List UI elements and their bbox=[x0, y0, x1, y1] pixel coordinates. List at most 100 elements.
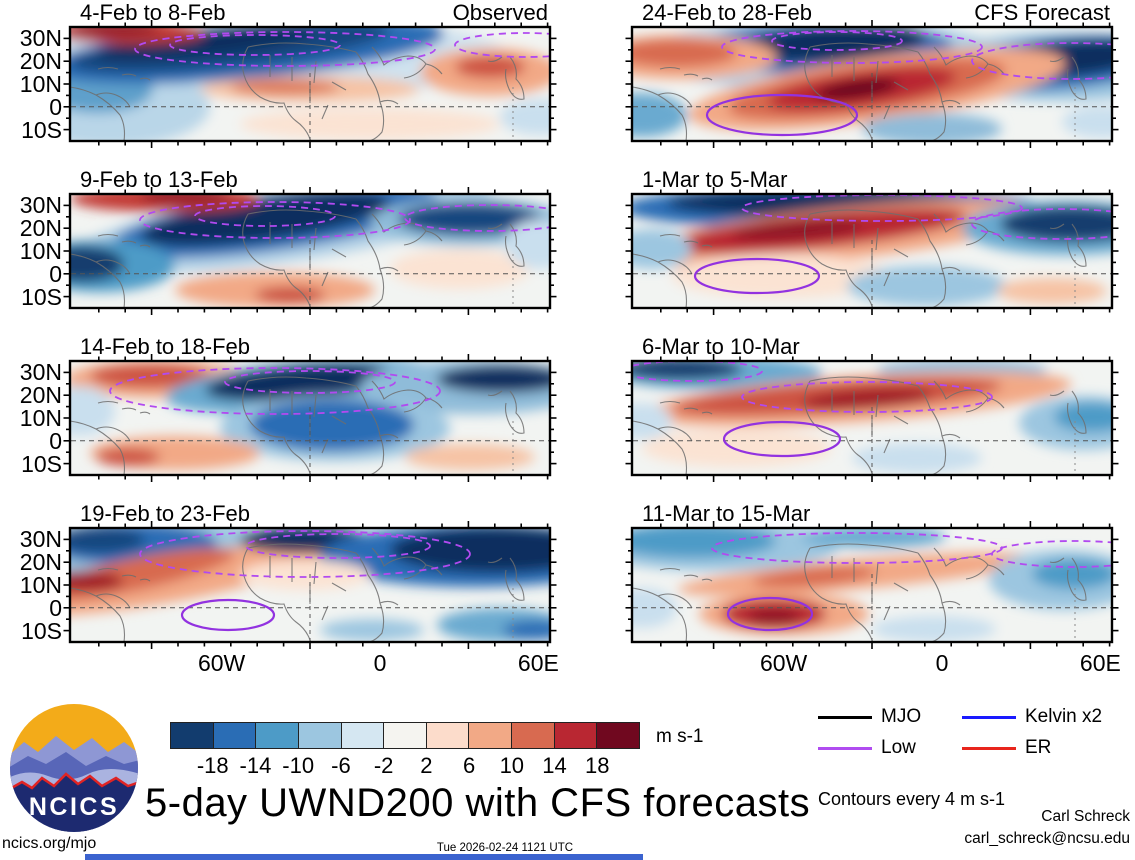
mjo-line-swatch bbox=[818, 715, 872, 719]
panel-title: 19-Feb to 23-Feb bbox=[80, 501, 250, 526]
wind-anomaly-map bbox=[63, 20, 557, 148]
y-axis-label: 10S bbox=[21, 283, 62, 310]
y-axis-label: 0 bbox=[49, 93, 62, 120]
y-axis-label: 10N bbox=[19, 572, 62, 598]
wind-anomaly-map bbox=[625, 187, 1119, 315]
bottom-accent-bar bbox=[85, 854, 643, 860]
colorbar-cell bbox=[426, 723, 470, 748]
colorbar-tick-label: 6 bbox=[462, 753, 476, 778]
panel-title: 1-Mar to 5-Mar bbox=[642, 167, 788, 192]
colorbar-cell bbox=[469, 723, 513, 748]
y-axis-label: 30N bbox=[19, 25, 62, 52]
website-url: ncics.org/mjo bbox=[2, 835, 97, 852]
legend-label: ER bbox=[1025, 737, 1052, 758]
colorbar-cell bbox=[171, 723, 214, 748]
colorbar-tick-label: -18 bbox=[196, 753, 229, 778]
legend-label: Low bbox=[881, 737, 916, 758]
author-email: carl_schreck@ncsu.edu bbox=[964, 830, 1130, 847]
colorbar-cell bbox=[384, 723, 427, 748]
map-panel-observed-2: 9-Feb to 13-Feb 30N 20N 10N 0 10S bbox=[20, 167, 557, 315]
y-axis-label: 30N bbox=[19, 359, 62, 386]
y-axis-label: 10S bbox=[21, 116, 62, 143]
y-axis-label: 10S bbox=[21, 450, 62, 477]
y-axis-label: 30N bbox=[19, 192, 62, 219]
legend-item-mjo: MJO bbox=[818, 706, 921, 728]
map-panel-observed-3: 14-Feb to 18-Feb 30N 20N 10N 0 10S bbox=[20, 334, 557, 482]
colorbar-cell bbox=[341, 723, 385, 748]
y-axis-label: 20N bbox=[19, 48, 62, 75]
colorbar-cell bbox=[512, 723, 555, 748]
wind-anomaly-map bbox=[63, 521, 557, 649]
ncics-logo: NCICS bbox=[10, 704, 138, 832]
x-axis-label: 60E bbox=[1079, 650, 1121, 676]
y-axis-label: 30N bbox=[19, 526, 62, 553]
wind-anomaly-map bbox=[625, 354, 1119, 482]
map-panel-forecast-1: 24-Feb to 28-Feb CFS Forecast bbox=[625, 0, 1119, 148]
logo-text: NCICS bbox=[29, 793, 119, 821]
wind-anomaly-map bbox=[625, 20, 1119, 148]
map-panel-observed-4: 19-Feb to 23-Feb 30N 20N 10N 0 10S bbox=[20, 501, 557, 649]
timestamp: Tue 2026-02-24 1121 UTC bbox=[436, 842, 574, 854]
map-panel-forecast-4: 11-Mar to 15-Mar bbox=[625, 501, 1119, 649]
x-axis-label: 60E bbox=[517, 650, 559, 676]
colorbar-cell bbox=[256, 723, 299, 748]
colorbar-tick-label: 2 bbox=[420, 753, 433, 778]
map-panel-forecast-3: 6-Mar to 10-Mar bbox=[625, 334, 1119, 482]
author-credit: Carl Schreck bbox=[1041, 808, 1130, 825]
wind-anomaly-map bbox=[63, 354, 557, 482]
colorbar-tick-label: 14 bbox=[542, 753, 567, 778]
y-axis-label: 0 bbox=[49, 427, 62, 454]
colorbar-cell bbox=[554, 723, 598, 748]
logo-base bbox=[10, 774, 138, 832]
legend-item-er: ER bbox=[962, 737, 1051, 759]
contour-interval-note: Contours every 4 m s-1 bbox=[818, 789, 1006, 809]
logo-red-ridgeline bbox=[10, 772, 138, 792]
colorbar-cell bbox=[298, 723, 342, 748]
y-axis-label: 10N bbox=[19, 71, 62, 97]
panel-title: 11-Mar to 15-Mar bbox=[642, 501, 811, 526]
colorbar-tick-label: 18 bbox=[585, 753, 610, 778]
colorbar-cell bbox=[213, 723, 257, 748]
y-axis-label: 10N bbox=[19, 238, 62, 264]
x-axis-label: 60W bbox=[759, 650, 808, 676]
x-axis-left-column: 60W 0 60E bbox=[70, 650, 559, 678]
x-axis-right-column: 60W 0 60E bbox=[632, 650, 1121, 678]
legend-label: Kelvin x2 bbox=[1025, 706, 1103, 727]
map-panel-observed-1: 4-Feb to 8-Feb Observed 30N 20N 10N 0 10S bbox=[20, 0, 557, 148]
panel-title: 6-Mar to 10-Mar bbox=[642, 334, 800, 359]
y-axis-label: 0 bbox=[49, 594, 62, 621]
panel-corner-label: Observed bbox=[452, 0, 548, 25]
panel-title: 14-Feb to 18-Feb bbox=[80, 334, 250, 359]
panel-corner-label: CFS Forecast bbox=[974, 0, 1110, 25]
y-axis-label: 20N bbox=[19, 215, 62, 242]
colorbar-cell bbox=[597, 723, 640, 748]
colorbar bbox=[170, 722, 640, 749]
y-axis-label: 0 bbox=[49, 260, 62, 287]
colorbar-tick-label: -10 bbox=[282, 753, 315, 778]
panel-title: 9-Feb to 13-Feb bbox=[80, 167, 238, 192]
wind-anomaly-map bbox=[63, 187, 557, 315]
legend-item-kelvin: Kelvin x2 bbox=[962, 706, 1102, 728]
colorbar-tick-label: -14 bbox=[239, 753, 272, 778]
x-axis-label: 0 bbox=[373, 650, 387, 676]
legend-label: MJO bbox=[881, 706, 922, 727]
er-line-swatch bbox=[962, 746, 1016, 750]
colorbar-units: m s-1 bbox=[656, 726, 704, 747]
wind-anomaly-map bbox=[625, 521, 1119, 649]
y-axis-label: 20N bbox=[19, 382, 62, 409]
y-axis-label: 20N bbox=[19, 549, 62, 576]
low-line-swatch bbox=[818, 746, 872, 750]
x-axis-label: 60W bbox=[197, 650, 246, 676]
panel-title: 4-Feb to 8-Feb bbox=[80, 0, 226, 25]
x-axis-label: 0 bbox=[935, 650, 949, 676]
colorbar-tick-label: 10 bbox=[499, 753, 525, 778]
legend-item-low: Low bbox=[818, 737, 916, 759]
y-axis-label: 10N bbox=[19, 405, 62, 431]
colorbar-tick-label: -6 bbox=[331, 753, 351, 778]
figure-title: 5-day UWND200 with CFS forecasts bbox=[145, 781, 811, 825]
colorbar-tick-label: -2 bbox=[373, 753, 394, 778]
kelvin-line-swatch bbox=[962, 715, 1016, 719]
panel-title: 24-Feb to 28-Feb bbox=[642, 0, 812, 25]
map-panel-forecast-2: 1-Mar to 5-Mar bbox=[625, 167, 1119, 315]
